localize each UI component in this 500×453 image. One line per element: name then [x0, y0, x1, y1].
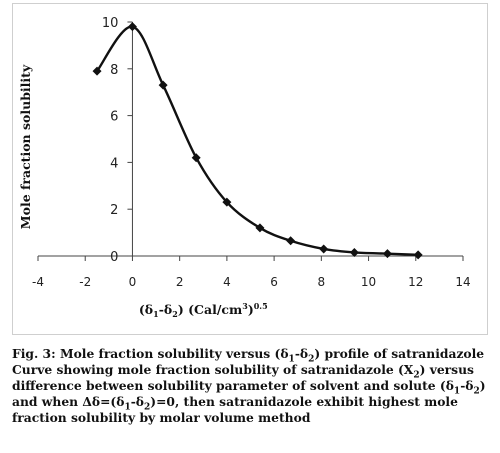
y-tick-label: 4 [110, 156, 118, 171]
caption-text: Mole fraction solubility versus (δ [55, 346, 289, 361]
caption-text: ) profile of satranidazole Curve showing… [12, 346, 485, 377]
series-line [96, 25, 419, 257]
caption-sub: 2 [473, 386, 480, 397]
data-point-marker [222, 197, 232, 207]
series-layer [92, 22, 423, 260]
x-axis-label: (δ1-δ2) (Cal/cm3)0.5 [139, 301, 268, 319]
caption-sub: 2 [413, 370, 420, 381]
caption-sub: 2 [144, 402, 151, 413]
data-point-marker [158, 80, 168, 90]
y-tick-label: 8 [110, 63, 118, 78]
data-point-marker [286, 236, 296, 246]
xlabel-sub2: 2 [172, 309, 178, 319]
data-point-marker [413, 250, 423, 260]
xlabel-unit: ) (Cal/cm [178, 302, 242, 317]
x-tick-label: 0 [129, 275, 137, 289]
caption-sub: 1 [453, 386, 461, 397]
x-tick-label: -2 [79, 275, 91, 289]
xlabel-cube: 3 [242, 301, 248, 311]
x-tick-label: 4 [223, 275, 231, 289]
x-tick-label: 14 [455, 275, 470, 289]
data-point-marker [255, 223, 265, 233]
data-point-marker [127, 22, 137, 32]
xlabel-mid: -δ [159, 302, 173, 317]
axes [38, 22, 463, 257]
data-point-marker [319, 244, 329, 254]
y-ticks: 0 2 4 6 8 10 [102, 16, 133, 265]
caption-text: )=0, then satranidazole exhibit highest … [12, 394, 458, 425]
caption-text: ) and when Δδ=(δ [12, 378, 486, 409]
x-tick-label: 2 [176, 275, 184, 289]
xlabel-sub1: 1 [153, 309, 159, 319]
x-tick-label: 12 [408, 275, 423, 289]
y-tick-label: 10 [102, 16, 119, 31]
data-point-marker [349, 247, 359, 257]
caption-sub: 1 [288, 354, 295, 365]
xlabel-close: ) [248, 302, 254, 317]
y-axis-label: Mole fraction solubility [18, 64, 33, 229]
xlabel-exponent: 0.5 [254, 301, 268, 311]
x-tick-label: 10 [361, 275, 376, 289]
data-point-marker [191, 153, 201, 163]
y-tick-label: 2 [110, 203, 118, 218]
data-point-marker [92, 66, 102, 76]
caption-sub: 1 [124, 402, 131, 413]
x-tick-label: 6 [270, 275, 278, 289]
caption-text: -δ [460, 378, 474, 393]
chart-frame [12, 3, 488, 335]
y-tick-label: 0 [110, 250, 118, 265]
x-tick-label: -4 [32, 275, 44, 289]
y-tick-label: 6 [110, 110, 118, 125]
xlabel-open: (δ [139, 302, 153, 317]
caption-text: -δ [294, 346, 309, 361]
caption-fig-label: Fig. 3: [12, 346, 56, 361]
data-point-marker [382, 249, 392, 259]
x-ticks: -4 -2 0 2 4 6 8 10 12 14 [32, 256, 471, 289]
caption-text: ) versus difference between solubility p… [12, 362, 474, 393]
caption-text: -δ [130, 394, 145, 409]
caption-sub: 2 [308, 354, 315, 365]
x-tick-label: 8 [318, 275, 326, 289]
figure-caption: Fig. 3: Mole fraction solubility versus … [12, 346, 492, 426]
